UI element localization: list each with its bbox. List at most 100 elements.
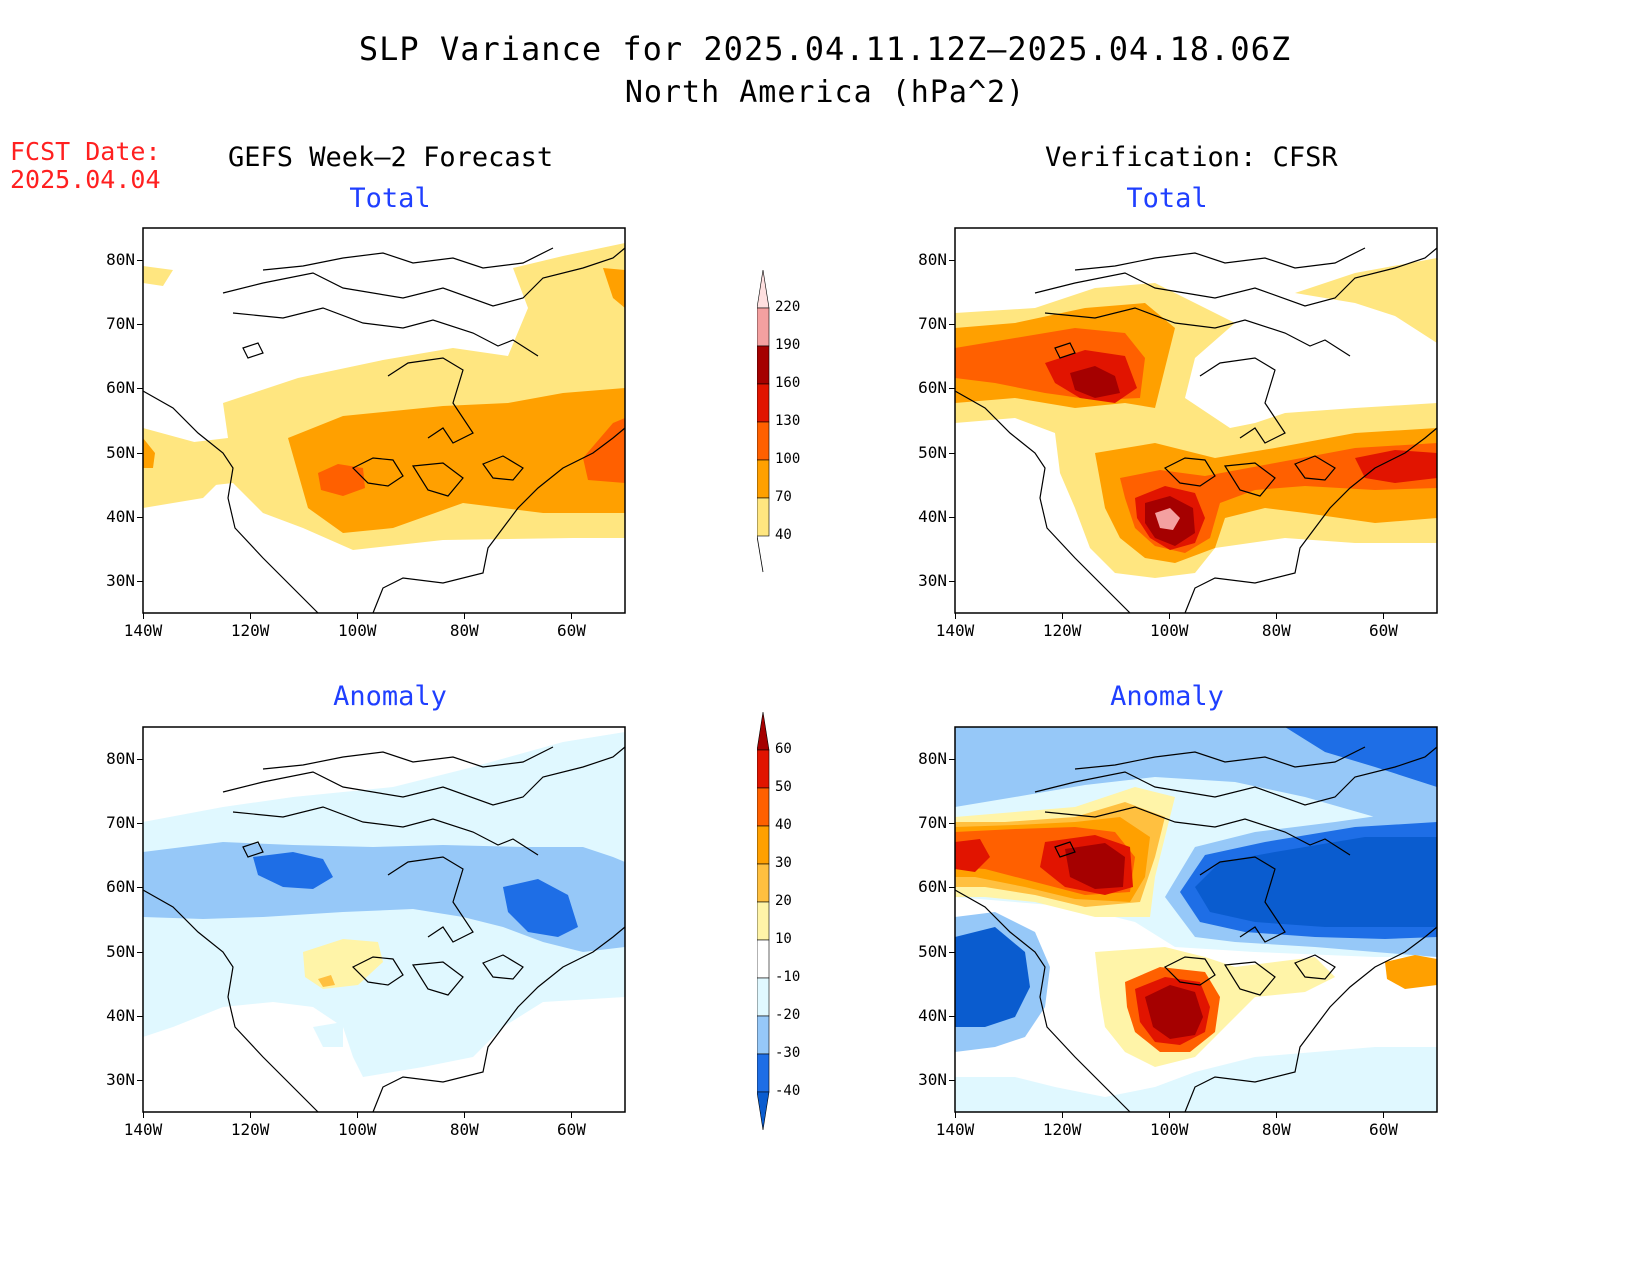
gefs-total-lon-tick-mark (143, 613, 144, 619)
gefs-anomaly-title: Anomaly (333, 681, 447, 712)
cfsr-anomaly-lon-tick-mark (1062, 1112, 1064, 1118)
forecast-date: FCST Date: 2025.04.04 (10, 138, 161, 194)
anomaly-colorbar-label: 20 (775, 893, 792, 909)
gefs-anomaly-lat-tick: 40N (106, 1005, 135, 1025)
cfsr-anomaly-lon-tick: 60W (1368, 1120, 1398, 1139)
contour-20 (318, 975, 335, 987)
gefs-total-lat-tick-mark (137, 260, 143, 262)
total-colorbar-label: 40 (775, 527, 792, 543)
contour-70 (288, 388, 625, 533)
anomaly-colorbar-top-arrow (757, 712, 770, 751)
contour-160 (1070, 366, 1120, 398)
total-colorbar-label: 70 (775, 489, 792, 505)
anomaly-colorbar-label: 40 (775, 817, 792, 833)
total-colorbar-swatch (757, 497, 770, 537)
contour-50-west (955, 839, 990, 872)
contour-minus30-north (1285, 727, 1437, 787)
anomaly-colorbar-label: 50 (775, 779, 792, 795)
figure-title: SLP Variance for 2025.04.11.12Z–2025.04.… (358, 30, 1292, 68)
coastlines (142, 746, 626, 1113)
gefs-total-lat-tick-mark (137, 324, 143, 326)
total-colorbar-swatch (757, 459, 770, 499)
anomaly-colorbar: -40 -30 -20 -10 10 20 30 40 50 60 (757, 712, 837, 1132)
anomaly-colorbar-label: -30 (775, 1045, 801, 1061)
total-colorbar-label: 100 (775, 451, 801, 467)
gefs-anomaly-lat-tick-mark (137, 1079, 143, 1081)
gefs-total-lon-tick-mark (357, 613, 359, 619)
contour-minus30 (253, 852, 333, 889)
contour-minus10-sw (313, 1022, 343, 1047)
contour-70-west (143, 438, 155, 468)
contour-minus30-east (503, 879, 578, 937)
cfsr-total-lat-tick-mark (949, 452, 955, 454)
anomaly-colorbar-swatch (757, 1015, 770, 1055)
cfsr-total-lat-tick-mark (949, 516, 955, 518)
gefs-anomaly-map (142, 726, 626, 1113)
gefs-anomaly-lat-tick-mark (137, 951, 143, 953)
anomaly-colorbar-label: 30 (775, 855, 792, 871)
cfsr-total-lat-tick-mark (949, 580, 955, 582)
cfsr-total-lon-tick-mark (955, 613, 956, 619)
gefs-total-lat-tick: 30N (106, 570, 135, 590)
contour-minus40-west (955, 927, 1030, 1027)
gefs-total-lat-tick-mark (137, 516, 143, 518)
cfsr-anomaly-lon-tick: 120W (1042, 1120, 1082, 1139)
cfsr-anomaly-lat-tick: 30N (918, 1069, 947, 1089)
anomaly-colorbar-swatch (757, 977, 770, 1017)
gefs-total-lat-tick: 60N (106, 378, 135, 398)
cfsr-total-lat-tick: 50N (918, 442, 947, 462)
cfsr-total-lat-tick: 40N (918, 506, 947, 526)
coastlines (142, 247, 626, 614)
gefs-anomaly-lat-tick: 30N (106, 1069, 135, 1089)
coastlines (954, 746, 1438, 1113)
total-colorbar-swatch (757, 345, 770, 385)
cfsr-total-lat-tick-mark (949, 260, 955, 262)
cfsr-anomaly-lat-tick-mark (949, 1015, 955, 1017)
total-colorbar-swatch (757, 307, 770, 347)
total-colorbar-label: 160 (775, 375, 801, 391)
cfsr-total-lat-tick: 30N (918, 570, 947, 590)
contour-30-east (1385, 955, 1437, 989)
cfsr-total-lat-tick-mark (949, 388, 955, 390)
gefs-total-lon-tick-mark (250, 613, 252, 619)
gefs-total-title: Total (349, 183, 431, 214)
cfsr-anomaly-lat-tick: 70N (918, 813, 947, 833)
cfsr-total-map (954, 227, 1438, 614)
cfsr-anomaly-lon-tick: 140W (935, 1120, 975, 1139)
total-colorbar-swatch (757, 383, 770, 423)
cfsr-anomaly-lon-tick-mark (1276, 1112, 1278, 1118)
gefs-total-lon-tick: 60W (556, 621, 586, 640)
anomaly-colorbar-swatch (757, 901, 770, 941)
contour-70-ne (603, 268, 625, 308)
gefs-total-lon-tick: 80W (449, 621, 479, 640)
contour-40-west (143, 428, 223, 508)
cfsr-anomaly-lon-tick: 100W (1149, 1120, 1189, 1139)
cfsr-anomaly-lat-tick-mark (949, 1079, 955, 1081)
cfsr-column-title: Verification: CFSR (1045, 142, 1338, 173)
contour-190 (1155, 508, 1180, 530)
gefs-total-lon-tick: 120W (230, 621, 270, 640)
contour-60-south (1145, 985, 1203, 1039)
cfsr-total-lat-tick-mark (949, 324, 955, 326)
gefs-anomaly-lon-tick-mark (357, 1112, 359, 1118)
total-colorbar-bottom-arrow (757, 535, 764, 573)
contour-100 (318, 464, 365, 496)
gefs-total-lat-tick-mark (137, 452, 143, 454)
gefs-anomaly-lat-tick-mark (137, 1015, 143, 1017)
cfsr-anomaly-lat-tick-mark (949, 759, 955, 761)
anomaly-colorbar-swatch (757, 1053, 770, 1093)
gefs-total-lon-tick-mark (571, 613, 573, 619)
anomaly-colorbar-swatch (757, 825, 770, 865)
gefs-total-map (142, 227, 626, 614)
gefs-anomaly-lat-tick: 70N (106, 813, 135, 833)
total-colorbar-top-arrow (757, 270, 770, 309)
cfsr-total-lon-tick-mark (1383, 613, 1385, 619)
gefs-total-lat-tick: 50N (106, 442, 135, 462)
anomaly-colorbar-bottom-arrow (757, 1091, 770, 1131)
cfsr-total-lon-tick-mark (1169, 613, 1171, 619)
cfsr-anomaly-title: Anomaly (1110, 681, 1224, 712)
cfsr-total-lon-tick-mark (1062, 613, 1064, 619)
cfsr-anomaly-lon-tick-mark (1169, 1112, 1171, 1118)
cfsr-anomaly-lat-tick: 40N (918, 1005, 947, 1025)
gefs-anomaly-lat-tick: 80N (106, 749, 135, 769)
